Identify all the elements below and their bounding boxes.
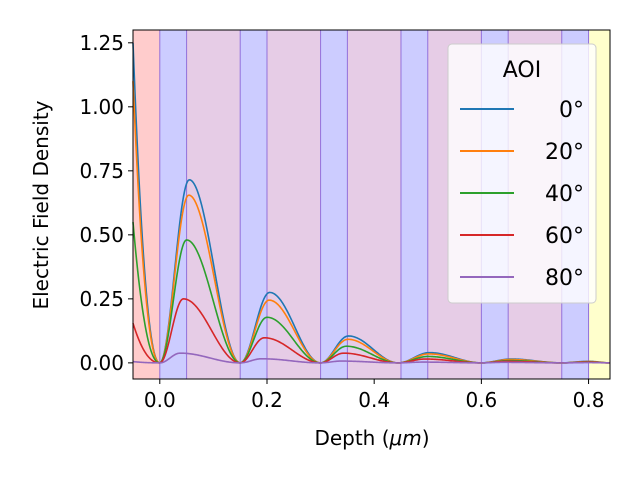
x-tick-label: 0.6: [465, 388, 497, 412]
legend-label-4: 80°: [545, 266, 584, 291]
y-tick-label: 0.75: [79, 159, 124, 183]
y-tick-label: 1.25: [79, 31, 124, 55]
x-axis-label: Depth (μm): [314, 426, 429, 450]
legend-title: AOI: [503, 58, 541, 83]
y-tick-label: 0.25: [79, 287, 124, 311]
y-tick-label: 1.00: [79, 95, 124, 119]
x-tick-label: 0.4: [358, 388, 390, 412]
y-axis: 0.00 0.25 0.50 0.75 1.00 1.25: [79, 31, 133, 375]
layer-band-7: [400, 30, 428, 379]
y-tick-label: 0.50: [79, 223, 124, 247]
x-tick-label: 0.2: [251, 388, 283, 412]
series-line-4: [132, 352, 610, 364]
x-tick-label: 0.0: [144, 388, 176, 412]
x-axis: 0.0 0.2 0.4 0.6 0.8: [144, 379, 605, 412]
legend-label-1: 20°: [545, 140, 584, 165]
layer-band-2: [186, 30, 241, 379]
layer-band-3: [240, 30, 267, 379]
legend-label-3: 60°: [545, 224, 584, 249]
layer-band-6: [347, 30, 401, 379]
legend-label-0: 0°: [559, 98, 584, 123]
y-axis-label: Electric Field Density: [29, 100, 53, 309]
layer-band-5: [320, 30, 348, 379]
legend: AOI 0° 20° 40° 60° 80°: [447, 43, 597, 304]
series-lines: [132, 42, 611, 364]
layer-band-0: [133, 30, 160, 379]
y-tick-label: 0.00: [79, 351, 124, 375]
plot-frame: [132, 29, 611, 380]
legend-label-2: 40°: [545, 182, 584, 207]
x-tick-label: 0.8: [573, 388, 605, 412]
